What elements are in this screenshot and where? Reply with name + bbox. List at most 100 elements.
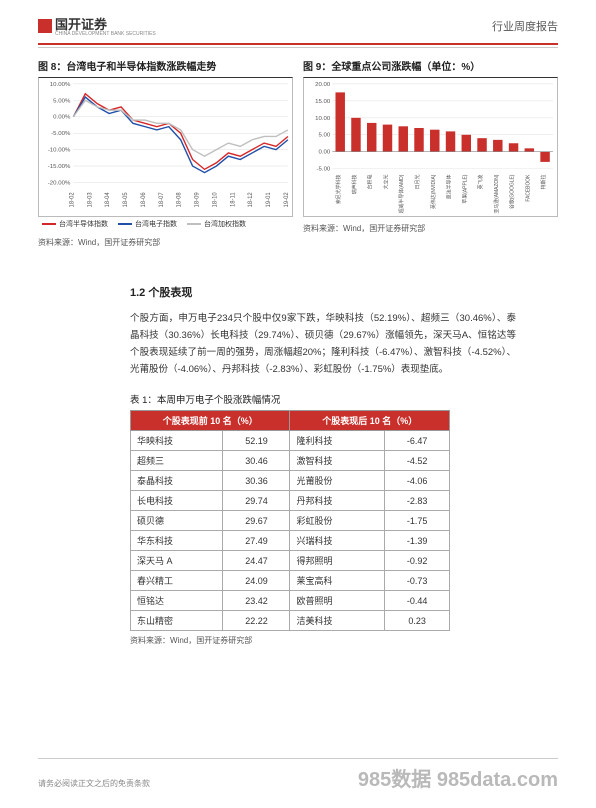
top-value: 22.22 — [223, 611, 290, 631]
legend-label: 台湾半导体指数 — [59, 219, 108, 229]
logo-subtext: CHINA DEVELOPMENT BANK SECURITIES — [55, 31, 156, 37]
bottom-name: 欧普照明 — [290, 591, 385, 611]
table-header-left: 个股表现前 10 名（%） — [131, 411, 290, 431]
svg-text:台积电: 台积电 — [367, 175, 374, 190]
svg-text:18-11: 18-11 — [230, 192, 236, 207]
bottom-value: -0.44 — [385, 591, 450, 611]
header-rule-thin — [38, 47, 558, 48]
table-row: 泰晶科技30.36光莆股份-4.06 — [131, 471, 450, 491]
svg-text:0.00: 0.00 — [319, 150, 331, 156]
svg-text:意法半导体: 意法半导体 — [445, 175, 452, 200]
table-1-body: 华映科技52.19隆利科技-6.47超频三30.46激智科技-4.52泰晶科技3… — [131, 431, 450, 631]
legend-swatch — [187, 223, 201, 225]
page-header: 国开证券 CHINA DEVELOPMENT BANK SECURITIES 行… — [0, 0, 596, 43]
bottom-value: -4.06 — [385, 471, 450, 491]
top-value: 29.67 — [223, 511, 290, 531]
top-name: 东山精密 — [131, 611, 223, 631]
legend-label: 台湾加权指数 — [204, 219, 246, 229]
svg-text:FACEBOOK: FACEBOOK — [525, 174, 531, 202]
svg-text:-15.00%: -15.00% — [48, 164, 71, 170]
bottom-name: 得邦照明 — [290, 551, 385, 571]
doc-type-label: 行业周度报告 — [492, 18, 558, 34]
legend-item: 台湾加权指数 — [187, 219, 246, 229]
svg-text:0.00%: 0.00% — [53, 115, 71, 121]
svg-text:索尼光学科技: 索尼光学科技 — [335, 175, 342, 205]
svg-text:19-02: 19-02 — [284, 192, 290, 208]
top-name: 深天马 A — [131, 551, 223, 571]
top-name: 华东科技 — [131, 531, 223, 551]
chart-9: 图 9：全球重点公司涨跌幅（单位：%） 20.0015.0010.005.000… — [303, 58, 558, 248]
svg-text:18-06: 18-06 — [141, 192, 147, 208]
svg-text:大立光: 大立光 — [382, 175, 389, 190]
svg-text:亚马逊(AMAZON): 亚马逊(AMAZON) — [493, 174, 500, 213]
top-value: 24.47 — [223, 551, 290, 571]
svg-text:18-09: 18-09 — [195, 192, 201, 208]
svg-text:15.00: 15.00 — [315, 99, 331, 105]
legend-item: 台湾半导体指数 — [42, 219, 108, 229]
chart-9-area: 20.0015.0010.005.000.00-5.00索尼光学科技瑞声科技台积… — [303, 77, 558, 217]
svg-text:10.00%: 10.00% — [50, 82, 71, 88]
svg-text:英伟达(NVIDIA): 英伟达(NVIDIA) — [430, 174, 437, 209]
top-name: 华映科技 — [131, 431, 223, 451]
svg-text:日月光: 日月光 — [414, 175, 421, 190]
table-row: 华东科技27.49兴瑞科技-1.39 — [131, 531, 450, 551]
table-row: 超频三30.46激智科技-4.52 — [131, 451, 450, 471]
top-value: 30.46 — [223, 451, 290, 471]
top-value: 23.42 — [223, 591, 290, 611]
legend-swatch — [42, 223, 56, 225]
top-value: 52.19 — [223, 431, 290, 451]
bottom-name: 隆利科技 — [290, 431, 385, 451]
charts-row: 图 8：台湾电子和半导体指数涨跌幅走势 10.00%5.00%0.00%-5.0… — [0, 58, 596, 248]
section-1-2-body: 个股方面，申万电子234只个股中仅9家下跌，华映科技（52.19%）、超频三（3… — [0, 310, 596, 378]
svg-text:英飞凌: 英飞凌 — [477, 175, 484, 190]
table-row: 长电科技29.74丹邦科技-2.83 — [131, 491, 450, 511]
bottom-value: -1.75 — [385, 511, 450, 531]
bottom-name: 彩虹股份 — [290, 511, 385, 531]
table-1-source: 资料来源：Wind，国开证券研究部 — [130, 635, 596, 646]
bottom-value: -1.39 — [385, 531, 450, 551]
table-row: 东山精密22.22洁美科技0.23 — [131, 611, 450, 631]
bottom-name: 洁美科技 — [290, 611, 385, 631]
table-1-title: 表 1：本周申万电子个股涨跌幅情况 — [0, 392, 596, 406]
top-name: 泰晶科技 — [131, 471, 223, 491]
chart-8-area: 10.00%5.00%0.00%-5.00%-10.00%-15.00%-20.… — [38, 77, 293, 217]
svg-text:20.00: 20.00 — [315, 82, 331, 88]
svg-text:18-04: 18-04 — [105, 192, 111, 208]
svg-text:19-01: 19-01 — [266, 192, 272, 208]
svg-text:18-07: 18-07 — [159, 192, 165, 208]
top-name: 恒铭达 — [131, 591, 223, 611]
bottom-value: -0.73 — [385, 571, 450, 591]
svg-text:18-02: 18-02 — [69, 192, 75, 208]
footer-disclaimer: 请务必阅读正文之后的免责条款 — [38, 778, 150, 789]
chart-9-svg: 20.0015.0010.005.000.00-5.00索尼光学科技瑞声科技台积… — [304, 78, 557, 216]
svg-text:10.00: 10.00 — [315, 116, 331, 122]
logo-icon — [38, 19, 52, 33]
bottom-value: 0.23 — [385, 611, 450, 631]
brand-logo: 国开证券 CHINA DEVELOPMENT BANK SECURITIES — [38, 14, 156, 37]
bottom-name: 激智科技 — [290, 451, 385, 471]
bottom-value: -0.92 — [385, 551, 450, 571]
top-value: 29.74 — [223, 491, 290, 511]
svg-text:18-12: 18-12 — [248, 192, 254, 208]
svg-text:谷歌(GOOGLE): 谷歌(GOOGLE) — [508, 174, 515, 209]
table-1: 个股表现前 10 名（%） 个股表现后 10 名（%） 华映科技52.19隆利科… — [130, 410, 450, 631]
svg-text:-5.00: -5.00 — [316, 167, 330, 173]
svg-text:18-08: 18-08 — [177, 192, 183, 208]
bottom-name: 光莆股份 — [290, 471, 385, 491]
top-name: 春兴精工 — [131, 571, 223, 591]
table-row: 深天马 A24.47得邦照明-0.92 — [131, 551, 450, 571]
chart-8-legend: 台湾半导体指数 台湾电子指数 台湾加权指数 — [38, 217, 293, 231]
top-value: 24.09 — [223, 571, 290, 591]
svg-text:18-03: 18-03 — [87, 192, 93, 208]
svg-text:18-05: 18-05 — [123, 192, 129, 208]
svg-text:超威半导体(AMD): 超威半导体(AMD) — [398, 174, 405, 213]
chart-8-svg: 10.00%5.00%0.00%-5.00%-10.00%-15.00%-20.… — [39, 78, 292, 216]
top-name: 长电科技 — [131, 491, 223, 511]
page-footer: 请务必阅读正文之后的免责条款 985数据 985data.com — [38, 758, 558, 792]
table-row: 恒铭达23.42欧普照明-0.44 — [131, 591, 450, 611]
svg-text:-20.00%: -20.00% — [48, 181, 71, 187]
svg-text:5.00: 5.00 — [319, 133, 331, 139]
table-row: 春兴精工24.09莱宝高科-0.73 — [131, 571, 450, 591]
chart-8: 图 8：台湾电子和半导体指数涨跌幅走势 10.00%5.00%0.00%-5.0… — [38, 58, 293, 248]
legend-label: 台湾电子指数 — [135, 219, 177, 229]
